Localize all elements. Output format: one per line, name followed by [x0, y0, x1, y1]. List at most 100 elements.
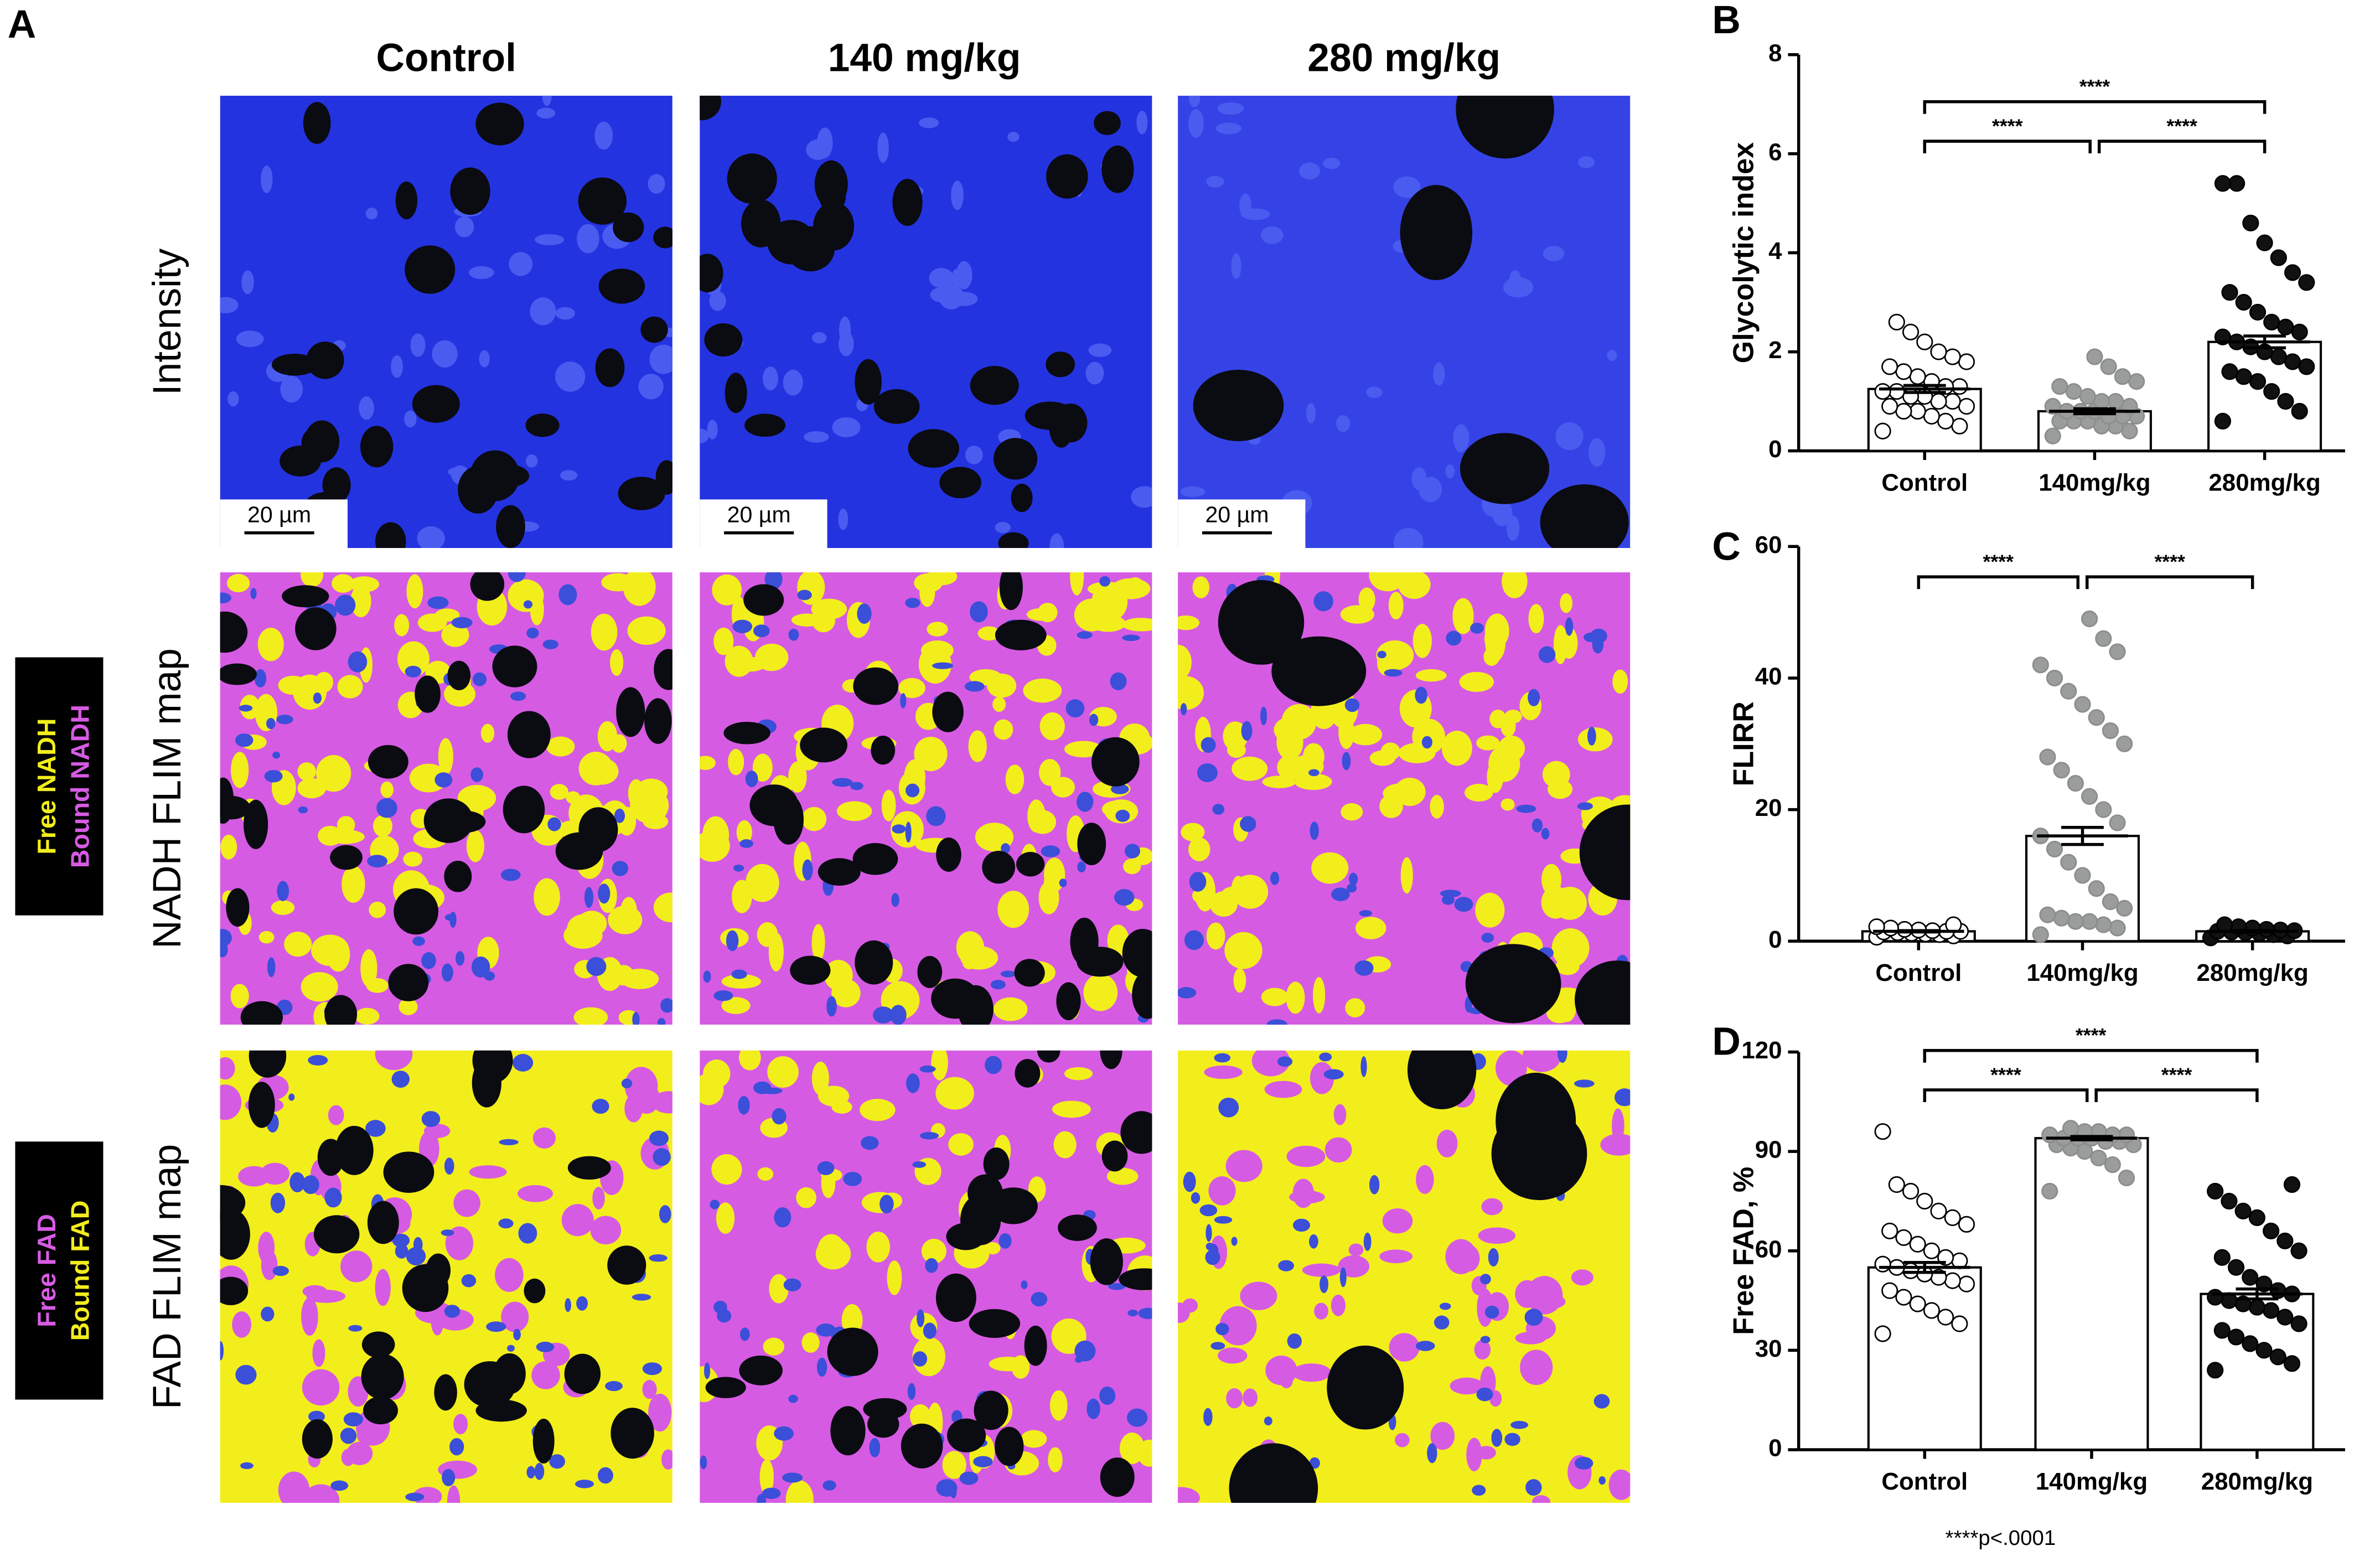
flim-patch: [1415, 686, 1427, 704]
flim-patch: [240, 1462, 253, 1470]
bar-chart: C FLIRR 0 20 40 60 Control 140mg/kg 280mg/kg ****…: [1712, 525, 2345, 986]
flim-patch: [912, 1161, 927, 1168]
data-point: [2118, 1169, 2135, 1187]
dark-region: [818, 858, 861, 886]
flim-patch: [713, 627, 734, 655]
flim-patch: [713, 1300, 727, 1314]
flim-patch: [220, 1084, 242, 1120]
flim-patch: [816, 1357, 827, 1377]
footnote: ****p<.0001: [1946, 1526, 2056, 1550]
flim-patch: [1612, 669, 1628, 694]
flim-patch: [1110, 672, 1127, 690]
flim-patch: [1557, 994, 1576, 1022]
flim-patch: [942, 1451, 966, 1479]
flim-patch: [660, 998, 672, 1013]
flim-patch: [357, 1425, 379, 1445]
data-point: [1930, 343, 1947, 360]
x-tick-label: 140mg/kg: [2038, 469, 2150, 496]
dark-region: [383, 1151, 434, 1193]
texture: [762, 366, 778, 391]
flim-patch: [1439, 1302, 1451, 1310]
flim-patch: [348, 651, 368, 673]
flim-patch: [1309, 1234, 1318, 1249]
data-point: [2074, 867, 2091, 884]
flim-patch: [1400, 857, 1413, 894]
flim-patch: [264, 770, 283, 783]
dark-region: [220, 1276, 249, 1305]
flim-patch: [726, 930, 739, 952]
dark-region: [1101, 145, 1134, 193]
data-point: [2088, 880, 2105, 897]
flim-patch: [791, 613, 823, 627]
data-point: [1874, 383, 1891, 400]
flim-patch: [731, 969, 747, 979]
dark-region: [304, 420, 340, 463]
dark-region: [330, 845, 363, 870]
flim-patch: [308, 1054, 328, 1066]
dark-region: [532, 1418, 555, 1464]
flim-patch: [1354, 960, 1374, 976]
flim-patch: [1001, 843, 1010, 854]
significance-bracket: [1923, 1049, 2259, 1063]
flim-patch: [633, 1082, 660, 1114]
flim-patch: [1324, 1137, 1352, 1163]
flim-patch: [605, 1381, 623, 1392]
micrograph: [1178, 572, 1631, 1025]
flim-patch: [1398, 572, 1431, 599]
flim-patch: [998, 1233, 1012, 1249]
column-header: 280 mg/kg: [1307, 36, 1501, 80]
flim-patch: [585, 758, 619, 785]
flim-patch: [1466, 1438, 1482, 1471]
flim-patch: [1125, 844, 1140, 859]
texture: [1506, 515, 1520, 541]
data-point: [2242, 1335, 2259, 1352]
data-point: [2095, 916, 2112, 933]
flim-patch: [1115, 809, 1130, 822]
flim-patch: [318, 825, 343, 846]
flim-patch: [745, 864, 779, 902]
dark-region: [361, 1331, 395, 1358]
x-tick-label: 280mg/kg: [2196, 959, 2308, 986]
flim-patch: [239, 705, 253, 712]
flim-patch: [1086, 1398, 1100, 1419]
y-tick-label: 30: [1755, 1335, 1782, 1362]
flim-patch: [612, 861, 629, 876]
flim-patch: [725, 645, 753, 677]
flim-patch: [657, 1018, 666, 1025]
flim-patch: [802, 859, 813, 881]
data-point: [1923, 407, 1940, 425]
flim-patch: [990, 980, 1006, 990]
flim-patch: [1191, 1192, 1201, 1204]
dark-region: [1579, 804, 1631, 901]
flim-patch: [558, 584, 577, 606]
flim-patch: [444, 1305, 461, 1318]
data-point: [2074, 696, 2091, 713]
flim-patch: [968, 730, 987, 762]
flim-patch: [653, 892, 672, 923]
flim-patch: [788, 761, 807, 793]
data-point: [1909, 368, 1926, 385]
flim-patch: [1476, 1446, 1496, 1460]
error-bar: [2061, 825, 2104, 846]
data-point: [2041, 1182, 2058, 1200]
flim-patch: [1074, 598, 1109, 632]
dark-region: [434, 1374, 457, 1411]
flim-patch: [312, 1339, 325, 1367]
legend-box: [15, 657, 104, 916]
dark-region: [1540, 484, 1629, 549]
dark-region: [1024, 1325, 1047, 1366]
flim-patch: [700, 756, 716, 771]
flim-patch: [1070, 572, 1084, 596]
dark-region: [1193, 369, 1284, 441]
flim-patch: [1394, 778, 1426, 807]
flim-patch: [1441, 895, 1455, 905]
data-point: [2263, 313, 2280, 330]
flim-patch: [818, 1234, 846, 1266]
dark-region: [855, 940, 893, 985]
row-label: Intensity: [145, 248, 189, 395]
data-point: [2081, 610, 2098, 628]
significance-bracket: [1923, 1088, 2089, 1102]
texture: [359, 396, 374, 420]
flim-patch: [327, 937, 350, 972]
flim-patch: [772, 1108, 787, 1125]
